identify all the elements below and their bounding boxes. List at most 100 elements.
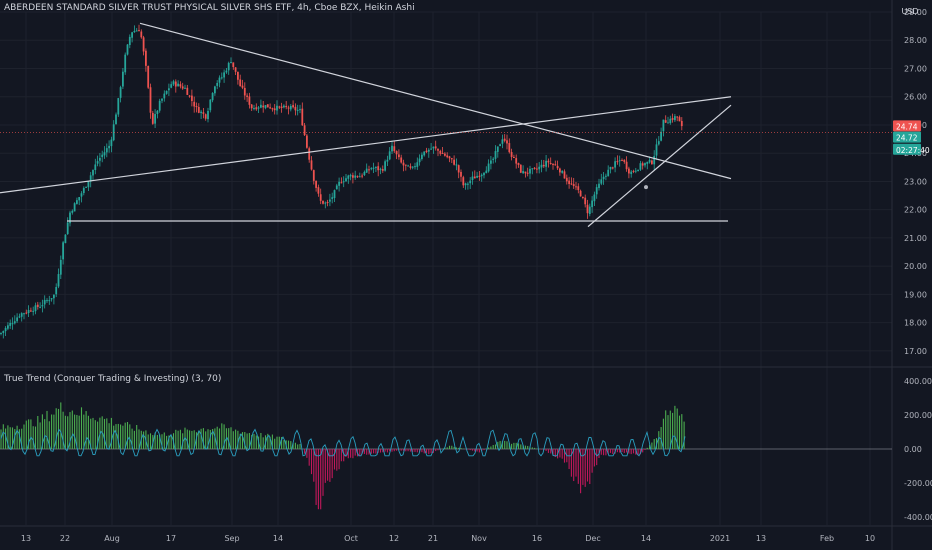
candle-body xyxy=(32,310,35,312)
candle-body xyxy=(25,312,28,314)
candle-body xyxy=(0,332,2,334)
candle-body xyxy=(7,325,9,329)
candle-body xyxy=(156,110,159,114)
candle-body xyxy=(57,274,60,287)
candle-body xyxy=(506,140,508,144)
candle-body xyxy=(637,169,639,172)
trend-line[interactable] xyxy=(587,104,732,228)
candle-body xyxy=(20,313,23,317)
candle-body xyxy=(112,124,115,141)
candle-body xyxy=(230,62,232,64)
candle-body xyxy=(494,151,497,159)
candle-body xyxy=(292,105,294,108)
candle-body xyxy=(71,210,74,213)
candle-body xyxy=(586,204,589,214)
candle-body xyxy=(89,175,92,182)
candle-body xyxy=(220,77,223,79)
time-tick-label: 22 xyxy=(60,534,70,543)
candle-body xyxy=(623,159,626,162)
candle-body xyxy=(214,86,216,94)
time-tick-label: 2021 xyxy=(710,534,730,543)
candle-body xyxy=(540,164,543,168)
last-price-badge-bg xyxy=(893,120,921,132)
candle-body xyxy=(384,161,386,171)
candle-body xyxy=(322,200,324,204)
candle-body xyxy=(158,100,161,111)
candle-body xyxy=(381,169,384,171)
candle-body xyxy=(338,181,340,186)
candle-body xyxy=(386,159,389,162)
candle-body xyxy=(588,206,591,214)
candle-body xyxy=(108,145,110,149)
osc-tick-label: 200.00 xyxy=(904,411,932,420)
candle-body xyxy=(526,172,529,174)
candle-body xyxy=(356,176,359,178)
candle-body xyxy=(490,160,492,164)
candle-body xyxy=(36,304,39,307)
price-tick-label: 18.00 xyxy=(904,319,927,328)
osc-tick-label: 400.00 xyxy=(904,377,932,386)
candle-body xyxy=(209,99,212,111)
candle-body xyxy=(471,176,474,180)
candle-body xyxy=(278,106,281,108)
candle-body xyxy=(331,197,334,199)
candle-body xyxy=(303,125,306,136)
price-tick-label: 22.00 xyxy=(904,206,927,215)
candle-body xyxy=(9,322,12,326)
candle-body xyxy=(211,92,214,101)
candle-body xyxy=(76,200,78,204)
candle-body xyxy=(577,186,580,191)
candle-body xyxy=(296,109,299,111)
price-tick-label: 17.00 xyxy=(904,347,927,356)
trend-line[interactable] xyxy=(0,96,732,194)
candle-body xyxy=(660,131,662,141)
candle-body xyxy=(126,44,129,55)
time-tick-label: 13 xyxy=(756,534,766,543)
candle-body xyxy=(533,167,536,169)
candle-body xyxy=(347,175,350,179)
price-tick-label: 27.00 xyxy=(904,64,927,73)
candle-body xyxy=(78,197,81,201)
candle-body xyxy=(423,151,426,156)
price-tick-label: 23.00 xyxy=(904,177,927,186)
candle-body xyxy=(200,111,202,114)
time-tick-label: Sep xyxy=(224,534,239,543)
time-tick-label: Nov xyxy=(471,534,487,543)
candle-body xyxy=(600,179,603,184)
candle-body xyxy=(195,106,198,108)
trend-line[interactable] xyxy=(139,22,732,180)
candle-body xyxy=(634,170,637,172)
candle-body xyxy=(469,180,472,184)
candle-body xyxy=(138,30,140,32)
time-tick-label: Aug xyxy=(104,534,120,543)
candle-body xyxy=(269,107,271,109)
time-tick-label: 12 xyxy=(389,534,399,543)
candle-body xyxy=(301,108,304,126)
candle-body xyxy=(621,159,623,161)
candle-body xyxy=(50,298,53,300)
candle-body xyxy=(674,116,676,121)
candle-body xyxy=(23,313,25,315)
candle-body xyxy=(441,153,444,155)
candle-body xyxy=(312,170,315,181)
candle-body xyxy=(598,183,600,188)
prev-price-badge: 24.72 xyxy=(896,134,918,143)
candle-body xyxy=(462,177,465,186)
candle-body xyxy=(266,104,269,108)
candle-body xyxy=(324,202,327,204)
candle-body xyxy=(186,87,189,95)
time-tick-label: 14 xyxy=(641,534,651,543)
candle-body xyxy=(43,299,46,305)
candle-body xyxy=(188,95,191,97)
candle-body xyxy=(184,87,186,89)
candle-body xyxy=(572,184,575,187)
last-price-badge: 24.74 xyxy=(896,122,918,131)
candle-body xyxy=(473,176,476,179)
candle-body xyxy=(96,161,99,164)
candle-body xyxy=(365,168,368,173)
candle-body xyxy=(177,83,179,87)
candle-body xyxy=(115,114,117,125)
osc-tick-label: 0.00 xyxy=(904,445,922,454)
candle-body xyxy=(361,175,363,177)
